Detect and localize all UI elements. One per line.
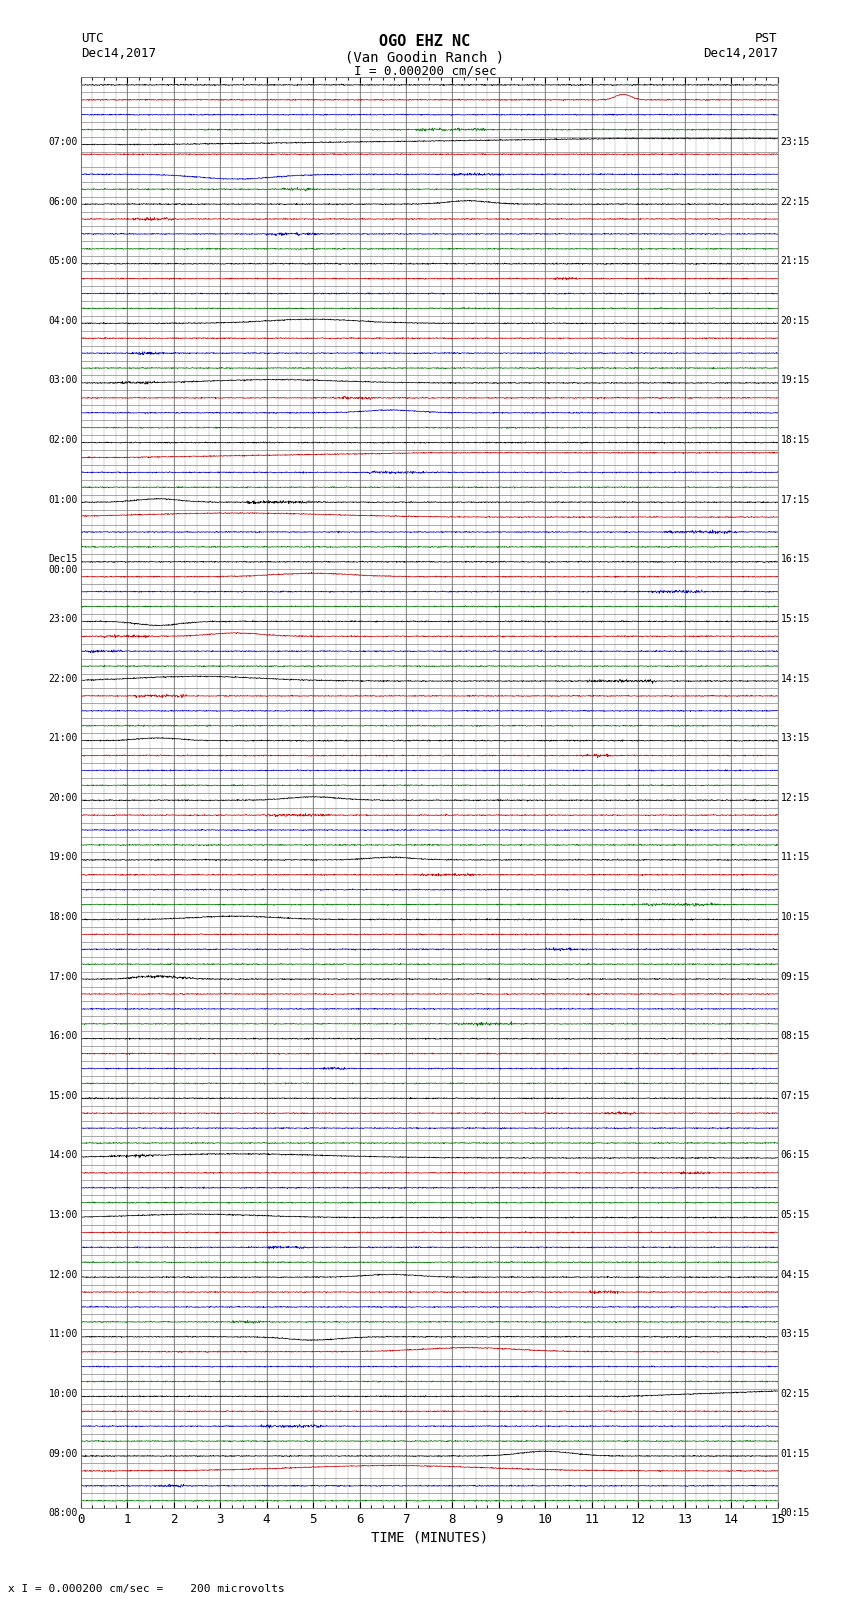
Text: PST: PST: [756, 32, 778, 45]
Text: 21:00: 21:00: [48, 734, 78, 744]
Text: 08:15: 08:15: [780, 1031, 810, 1042]
Text: 14:00: 14:00: [48, 1150, 78, 1160]
Text: 14:15: 14:15: [780, 674, 810, 684]
Text: (Van Goodin Ranch ): (Van Goodin Ranch ): [345, 50, 505, 65]
Text: 17:00: 17:00: [48, 971, 78, 982]
Text: 08:00: 08:00: [48, 1508, 78, 1518]
Text: 18:00: 18:00: [48, 911, 78, 923]
Text: 19:15: 19:15: [780, 376, 810, 386]
Text: 07:00: 07:00: [48, 137, 78, 147]
Text: OGO EHZ NC: OGO EHZ NC: [379, 34, 471, 48]
Text: 06:00: 06:00: [48, 197, 78, 206]
Text: 10:00: 10:00: [48, 1389, 78, 1398]
Text: 16:15: 16:15: [780, 555, 810, 565]
Text: 01:00: 01:00: [48, 495, 78, 505]
Text: 13:00: 13:00: [48, 1210, 78, 1219]
Text: 03:15: 03:15: [780, 1329, 810, 1339]
Text: 17:15: 17:15: [780, 495, 810, 505]
Text: 02:00: 02:00: [48, 436, 78, 445]
Text: Dec14,2017: Dec14,2017: [703, 47, 778, 60]
Text: 01:15: 01:15: [780, 1448, 810, 1458]
Text: 22:15: 22:15: [780, 197, 810, 206]
X-axis label: TIME (MINUTES): TIME (MINUTES): [371, 1531, 488, 1544]
Text: 20:15: 20:15: [780, 316, 810, 326]
Text: 22:00: 22:00: [48, 674, 78, 684]
Text: 15:15: 15:15: [780, 615, 810, 624]
Text: 05:00: 05:00: [48, 256, 78, 266]
Text: 15:00: 15:00: [48, 1090, 78, 1100]
Text: UTC: UTC: [81, 32, 103, 45]
Text: 16:00: 16:00: [48, 1031, 78, 1042]
Text: 21:15: 21:15: [780, 256, 810, 266]
Text: 02:15: 02:15: [780, 1389, 810, 1398]
Text: 04:00: 04:00: [48, 316, 78, 326]
Text: 19:00: 19:00: [48, 852, 78, 863]
Text: 06:15: 06:15: [780, 1150, 810, 1160]
Text: 12:00: 12:00: [48, 1269, 78, 1279]
Text: 04:15: 04:15: [780, 1269, 810, 1279]
Text: 09:00: 09:00: [48, 1448, 78, 1458]
Text: 18:15: 18:15: [780, 436, 810, 445]
Text: 10:15: 10:15: [780, 911, 810, 923]
Text: 03:00: 03:00: [48, 376, 78, 386]
Text: 13:15: 13:15: [780, 734, 810, 744]
Text: 00:15: 00:15: [780, 1508, 810, 1518]
Text: 05:15: 05:15: [780, 1210, 810, 1219]
Text: x I = 0.000200 cm/sec =    200 microvolts: x I = 0.000200 cm/sec = 200 microvolts: [8, 1584, 286, 1594]
Text: 07:15: 07:15: [780, 1090, 810, 1100]
Text: I = 0.000200 cm/sec: I = 0.000200 cm/sec: [354, 65, 496, 77]
Text: 12:15: 12:15: [780, 794, 810, 803]
Text: 11:15: 11:15: [780, 852, 810, 863]
Text: Dec15
00:00: Dec15 00:00: [48, 555, 78, 576]
Text: 23:15: 23:15: [780, 137, 810, 147]
Text: 09:15: 09:15: [780, 971, 810, 982]
Text: 23:00: 23:00: [48, 615, 78, 624]
Text: Dec14,2017: Dec14,2017: [81, 47, 156, 60]
Text: 11:00: 11:00: [48, 1329, 78, 1339]
Text: 20:00: 20:00: [48, 794, 78, 803]
